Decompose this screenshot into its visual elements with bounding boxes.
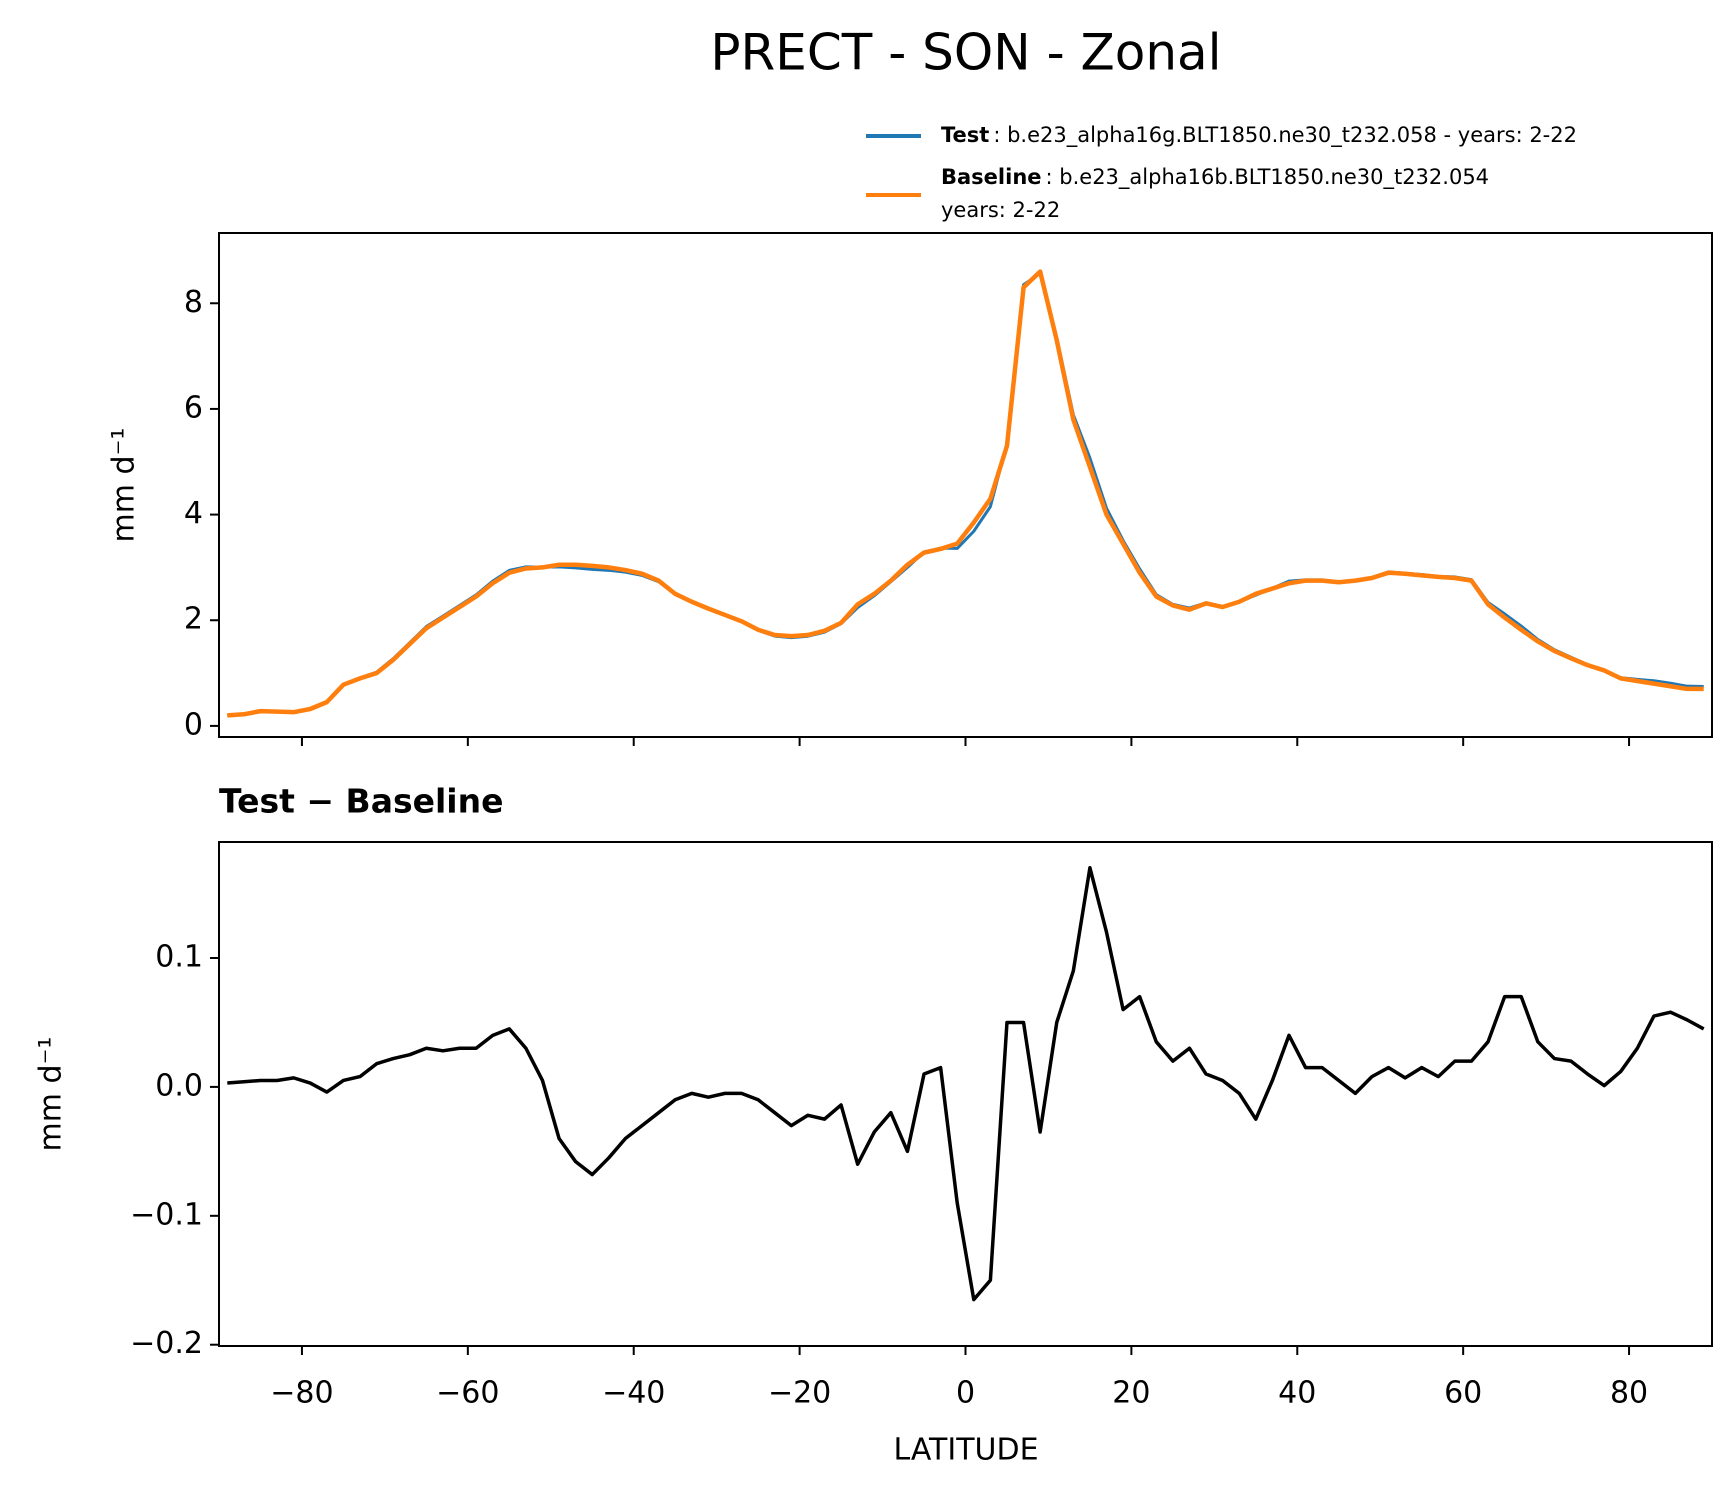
x-tick-label: −20 bbox=[768, 1376, 831, 1411]
y-tick-label: 2 bbox=[184, 602, 203, 637]
data-line bbox=[227, 271, 1704, 717]
x-tick-label: 80 bbox=[1610, 1376, 1648, 1411]
y-tick-label: 0 bbox=[184, 707, 203, 742]
x-tick-label: −60 bbox=[436, 1376, 499, 1411]
x-tick-label: −40 bbox=[602, 1376, 665, 1411]
y-tick-label: 6 bbox=[184, 390, 203, 425]
legend-description: years: 2-22 bbox=[941, 198, 1060, 222]
x-axis-label: LATITUDE bbox=[893, 1433, 1038, 1468]
data-line bbox=[227, 866, 1705, 1302]
x-tick-label: 40 bbox=[1278, 1376, 1316, 1411]
legend-name: Test bbox=[941, 123, 989, 147]
y-axis-label: mm d⁻¹ bbox=[107, 428, 142, 543]
y-tick-label: −0.1 bbox=[130, 1197, 203, 1232]
x-tick-label: −80 bbox=[270, 1376, 333, 1411]
x-tick-label: 60 bbox=[1444, 1376, 1482, 1411]
top-axes-frame bbox=[218, 232, 1713, 738]
y-axis-label: mm d⁻¹ bbox=[34, 1037, 69, 1152]
y-tick-label: 0.1 bbox=[155, 940, 203, 975]
y-tick-label: 8 bbox=[184, 285, 203, 320]
y-tick-label: 4 bbox=[184, 496, 203, 531]
legend-description: : b.e23_alpha16b.BLT1850.ne30_t232.054 bbox=[1046, 165, 1490, 190]
x-tick-label: 20 bbox=[1112, 1376, 1150, 1411]
legend-name: Baseline bbox=[941, 165, 1042, 189]
subtitle: Test − Baseline bbox=[219, 782, 504, 821]
x-tick-label: 0 bbox=[956, 1376, 975, 1411]
y-tick-label: 0.0 bbox=[155, 1068, 203, 1103]
legend-description: : b.e23_alpha16g.BLT1850.ne30_t232.058 -… bbox=[993, 123, 1577, 148]
bottom-axes-frame bbox=[218, 841, 1713, 1347]
data-line bbox=[227, 269, 1704, 718]
y-tick-label: −0.2 bbox=[130, 1326, 203, 1361]
chart-title: PRECT - SON - Zonal bbox=[710, 24, 1221, 82]
